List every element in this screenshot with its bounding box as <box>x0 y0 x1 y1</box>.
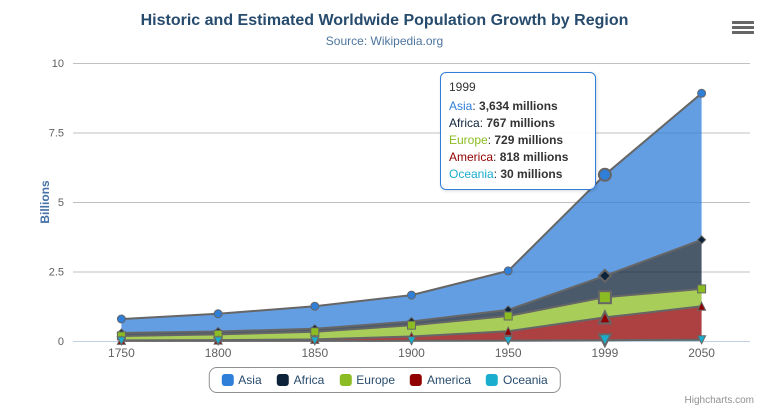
asia-marker-1950[interactable] <box>503 266 513 276</box>
tooltip-row-america: America: 818 millions <box>449 150 569 164</box>
export-menu-button[interactable] <box>732 21 754 36</box>
legend-label: America <box>427 373 472 387</box>
chart-subtitle: Source: Wikipedia.org <box>325 34 444 48</box>
oceania-marker-1850[interactable] <box>309 336 320 347</box>
y-axis-label: 7.5 <box>49 128 64 140</box>
tooltip: 1999 Asia: 3,634 millions Africa: 767 mil… <box>440 72 596 190</box>
legend-item-africa[interactable]: Africa <box>276 373 325 387</box>
asia-area <box>121 93 702 333</box>
tooltip-series-name: Asia <box>449 99 473 113</box>
oceania-marker-1800[interactable] <box>213 336 223 347</box>
america-marker-1999[interactable] <box>597 309 613 325</box>
oceania-marker-1750[interactable] <box>116 336 127 347</box>
hamburger-icon <box>732 21 754 24</box>
legend-swatch-icon <box>276 374 289 386</box>
legend-item-asia[interactable]: Asia <box>221 373 262 387</box>
oceania-marker-2050[interactable] <box>696 335 707 345</box>
europe-marker-1999[interactable] <box>597 290 612 305</box>
tooltip-row-europe: Europe: 729 millions <box>449 133 564 147</box>
x-axis-label: 1950 <box>495 346 522 360</box>
legend-swatch-icon <box>221 374 234 386</box>
europe-marker-1900[interactable] <box>407 320 416 330</box>
tooltip-value: 729 millions <box>494 133 564 147</box>
asia-marker-1800[interactable] <box>213 309 223 319</box>
legend-swatch-icon <box>339 374 352 386</box>
y-axis-label: 10 <box>52 58 64 70</box>
y-axis-label: 0 <box>58 336 64 348</box>
tooltip-series-name: Africa <box>449 116 480 130</box>
x-axis-label: 1900 <box>398 346 425 360</box>
africa-area <box>121 239 702 336</box>
credits-link[interactable]: Highcharts.com <box>684 395 754 406</box>
tooltip-value: 3,634 millions <box>479 99 558 113</box>
legend-item-oceania[interactable]: Oceania <box>486 373 548 387</box>
tooltip-row-africa: Africa: 767 millions <box>449 116 556 130</box>
legend-swatch-icon <box>410 374 423 386</box>
legend-label: Oceania <box>503 373 548 387</box>
x-axis-label: 1999 <box>592 346 619 360</box>
asia-marker-1850[interactable] <box>310 301 320 311</box>
legend-label: Europe <box>356 373 396 387</box>
america-marker-2050[interactable] <box>696 301 707 311</box>
asia-marker-1999[interactable] <box>597 167 612 182</box>
tooltip-series-name: Oceania <box>449 167 494 181</box>
america-area <box>121 306 702 341</box>
legend-item-europe[interactable]: Europe <box>339 373 395 387</box>
europe-marker-2050[interactable] <box>697 284 707 294</box>
x-axis-label: 1800 <box>205 346 232 360</box>
oceania-marker-1999[interactable] <box>597 333 613 349</box>
tooltip-row-oceania: Oceania: 30 millions <box>449 167 563 181</box>
x-axis-label: 1750 <box>108 346 135 360</box>
hamburger-icon <box>732 31 754 34</box>
oceania-marker-1950[interactable] <box>503 336 514 346</box>
tooltip-row-asia: Asia: 3,634 millions <box>449 99 558 113</box>
y-axis-label: 5 <box>58 197 64 209</box>
legend-label: Asia <box>238 373 262 387</box>
chart-title: Historic and Estimated Worldwide Populat… <box>140 12 629 29</box>
africa-marker-1999[interactable] <box>597 268 613 284</box>
oceania-marker-1900[interactable] <box>406 336 417 346</box>
europe-marker-1950[interactable] <box>503 311 513 321</box>
tooltip-header: 1999 <box>449 80 476 94</box>
y-axis-label: 2.5 <box>49 267 64 279</box>
africa-marker-2050[interactable] <box>696 235 707 245</box>
legend-label: Africa <box>293 373 325 387</box>
y-axis-title: Billions <box>38 180 52 224</box>
asia-marker-1750[interactable] <box>116 314 126 324</box>
america-marker-1950[interactable] <box>503 326 514 336</box>
tooltip-value: 767 millions <box>486 116 556 130</box>
tooltip-value: 30 millions <box>500 167 563 181</box>
asia-marker-1900[interactable] <box>407 290 416 300</box>
tooltip-series-name: Europe <box>449 133 488 147</box>
asia-marker-2050[interactable] <box>697 88 707 98</box>
legend-swatch-icon <box>486 374 499 386</box>
hamburger-icon <box>732 26 754 29</box>
legend: Asia Africa Europe America Oceania <box>208 367 561 393</box>
x-axis-label: 1850 <box>301 346 328 360</box>
legend-item-america[interactable]: America <box>410 373 471 387</box>
x-axis-label: 2050 <box>688 346 715 360</box>
tooltip-value: 818 millions <box>499 150 569 164</box>
tooltip-series-name: America <box>449 150 494 164</box>
